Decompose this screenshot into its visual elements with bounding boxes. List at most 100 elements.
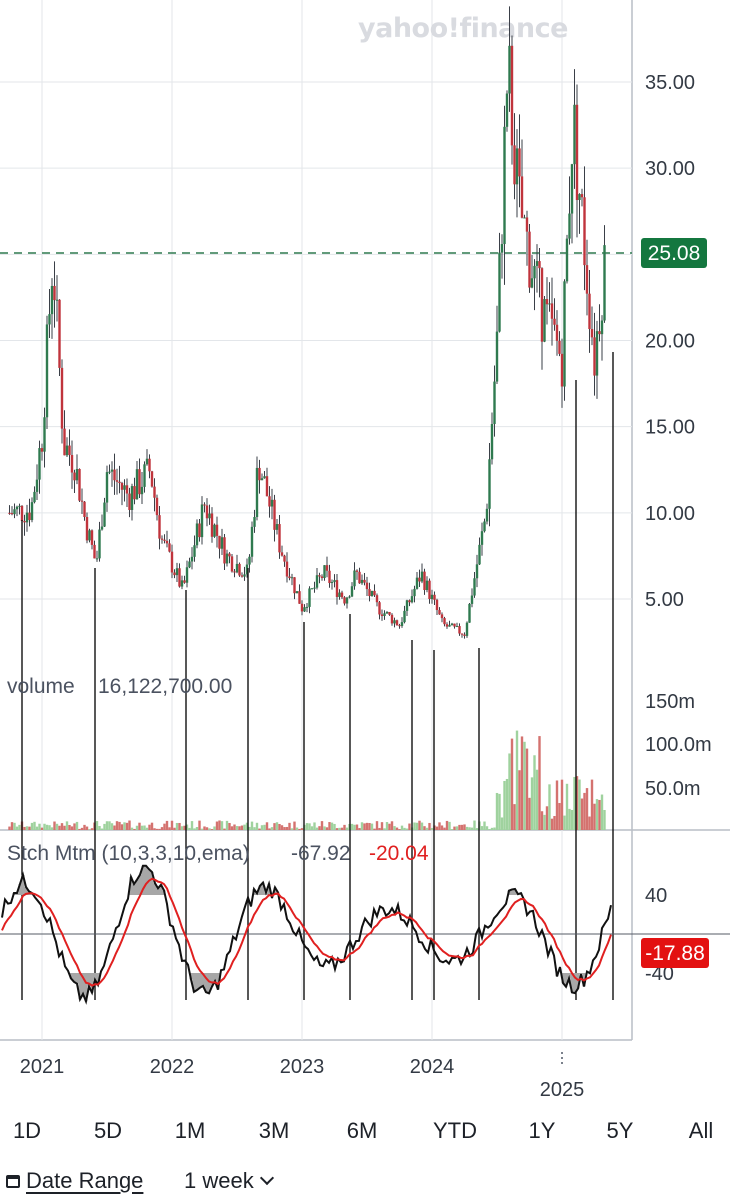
candle xyxy=(355,569,359,580)
signal-line xyxy=(1,877,612,987)
volume-bar xyxy=(45,824,49,830)
calendar-icon xyxy=(6,1174,20,1188)
volume-bar xyxy=(485,826,489,830)
candle xyxy=(235,554,239,574)
range-ytd[interactable]: YTD xyxy=(433,1118,477,1143)
candle xyxy=(125,478,129,508)
volume-bar xyxy=(368,822,371,830)
volume-bar xyxy=(418,820,421,830)
volume-bar xyxy=(335,828,339,830)
volume-bar xyxy=(243,824,246,830)
volume-bar xyxy=(138,822,141,830)
candle xyxy=(298,584,301,604)
range-5d[interactable]: 5D xyxy=(93,1118,123,1143)
time-axis: 2021 2022 2023 2024 2025 xyxy=(20,1052,584,1101)
candle xyxy=(310,588,314,590)
volume-tick-label: 100.0m xyxy=(645,734,712,756)
price-chart[interactable]: yahoo!finance 5.00 10.00 15.00 20.00 30.00 35… xyxy=(0,0,730,1110)
candle xyxy=(510,35,514,165)
volume-bar xyxy=(570,809,574,830)
candle xyxy=(468,603,471,623)
volume-bar xyxy=(88,829,91,830)
candle xyxy=(508,6,511,112)
volume-bar xyxy=(288,822,291,830)
range-6m[interactable]: 6M xyxy=(346,1118,378,1143)
year-tick-label: 2022 xyxy=(150,1056,195,1078)
range-1m[interactable]: 1M xyxy=(174,1118,206,1143)
candle xyxy=(423,568,426,595)
volume-bar xyxy=(375,821,379,830)
candle xyxy=(345,596,349,609)
range-3m[interactable]: 3M xyxy=(258,1118,290,1143)
candle xyxy=(588,269,591,353)
range-1y[interactable]: 1Y xyxy=(528,1118,556,1143)
volume-bar xyxy=(178,822,181,830)
candle xyxy=(465,621,469,638)
volume-bar xyxy=(133,828,136,830)
range-1d[interactable]: 1D xyxy=(12,1118,42,1143)
candle xyxy=(375,593,379,607)
volume-bar xyxy=(25,826,29,830)
candle xyxy=(330,579,334,590)
candle xyxy=(8,505,11,515)
stoch-tick-label: -40 xyxy=(645,963,674,985)
stochastic-panel xyxy=(0,864,730,1005)
candle xyxy=(463,632,466,639)
volume-bar xyxy=(213,826,216,830)
candle xyxy=(555,310,559,356)
candle xyxy=(408,599,411,607)
candle xyxy=(208,504,211,525)
volume-bar xyxy=(525,748,529,830)
volume-bar xyxy=(595,799,599,830)
range-5y[interactable]: 5Y xyxy=(606,1118,634,1143)
volume-bar xyxy=(280,825,284,830)
volume-bar xyxy=(115,821,119,830)
volume-bar xyxy=(445,820,449,830)
candle xyxy=(205,498,209,527)
volume-bar xyxy=(440,825,444,830)
candle xyxy=(33,486,36,504)
volume-bar xyxy=(448,821,451,830)
volume-bar xyxy=(593,803,596,830)
candle xyxy=(40,443,44,461)
date-range-button[interactable]: Date Range xyxy=(6,1168,143,1194)
candle xyxy=(373,584,376,597)
volume-bar xyxy=(58,825,61,830)
range-all[interactable]: All xyxy=(688,1118,714,1143)
volume-bar xyxy=(38,823,41,830)
candle xyxy=(308,586,311,614)
candle xyxy=(280,545,284,557)
stoch-label-value1: -67.92 xyxy=(291,842,351,865)
volume-bar xyxy=(278,823,281,830)
stoch-label: Stch Mtm (10,3,3,10,ema) -67.92 -20.04 xyxy=(7,842,429,865)
candle xyxy=(290,573,294,586)
candle xyxy=(548,282,551,312)
volume-bar xyxy=(465,826,469,830)
candle xyxy=(30,497,34,523)
candle xyxy=(263,471,266,479)
volume-bar xyxy=(468,827,471,830)
candle xyxy=(475,554,479,588)
candle xyxy=(603,225,606,323)
candle xyxy=(543,295,546,343)
volume-bar xyxy=(40,827,44,830)
volume-bar xyxy=(163,823,166,830)
candle xyxy=(233,568,236,578)
volume-bar xyxy=(160,827,164,830)
candle xyxy=(390,613,394,626)
interval-dropdown[interactable]: 1 week xyxy=(184,1168,274,1194)
candle xyxy=(445,622,449,629)
volume-bar xyxy=(325,827,329,830)
volume-bar xyxy=(528,797,531,830)
volume-bar xyxy=(70,826,74,830)
candle xyxy=(428,578,431,604)
volume-bar xyxy=(295,827,299,830)
candle xyxy=(300,600,304,616)
candle xyxy=(90,529,94,550)
volume-bar xyxy=(563,815,566,830)
volume-bar xyxy=(85,826,89,830)
candle xyxy=(278,515,281,559)
volume-bar xyxy=(220,821,224,830)
volume-bar xyxy=(113,825,116,830)
volume-bar xyxy=(488,829,491,830)
